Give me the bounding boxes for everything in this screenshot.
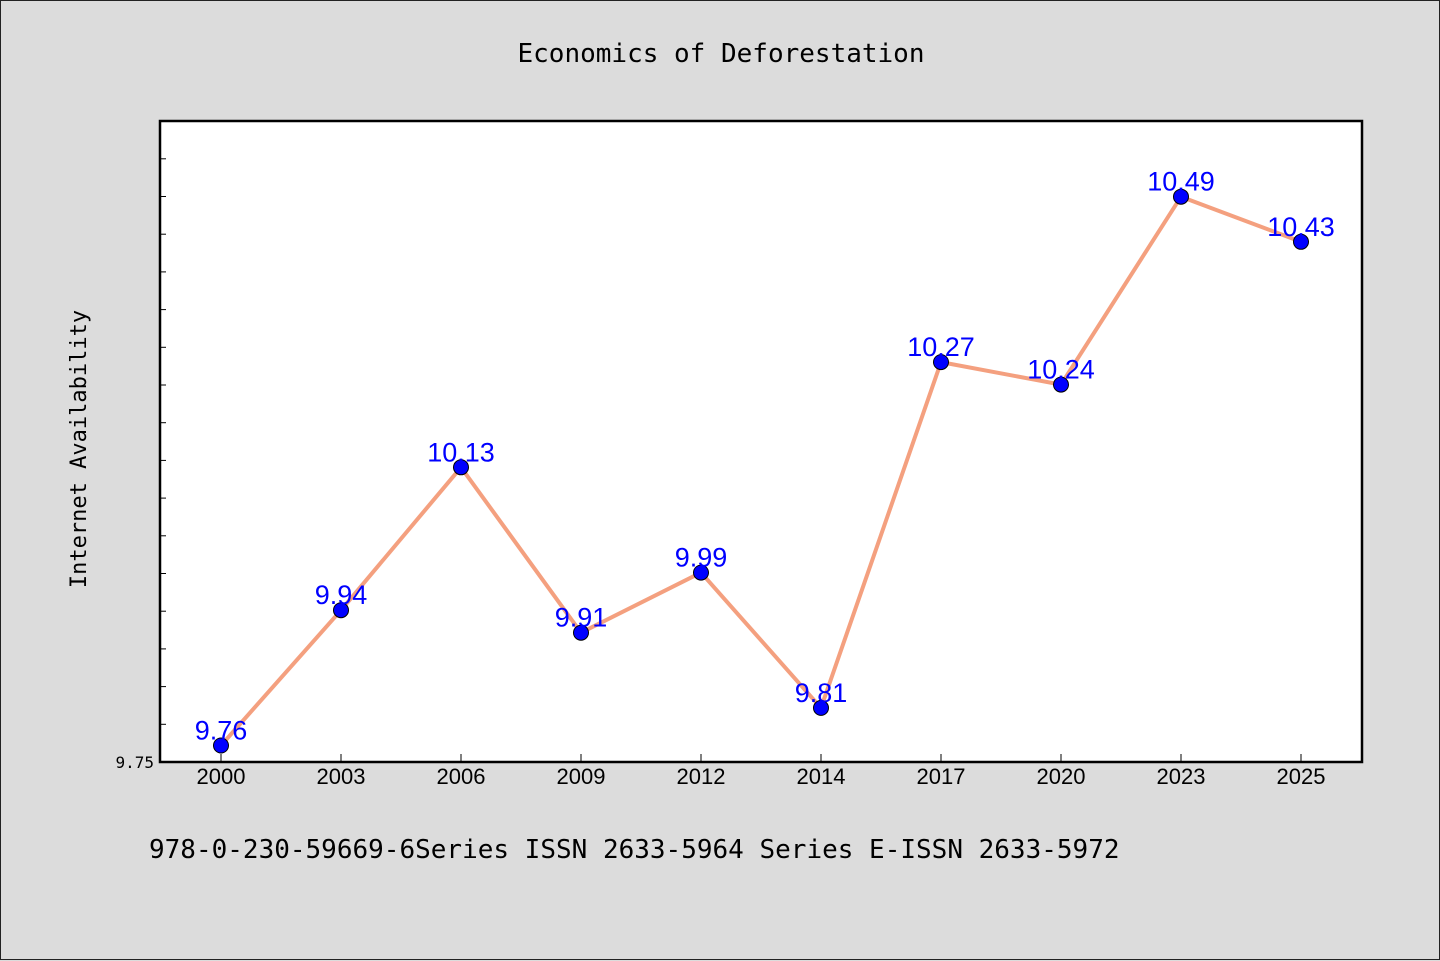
y-axis-label: Internet Availability [67, 310, 92, 588]
y-tick-label: 9.75 [115, 753, 154, 772]
data-point-marker [453, 459, 469, 476]
x-tick-label: 2025 [1277, 764, 1326, 789]
data-label: 10.43 [1267, 212, 1335, 242]
data-point-marker [1173, 188, 1189, 205]
data-label: 10.27 [907, 332, 975, 362]
data-point-marker [813, 699, 829, 716]
data-label: 9.76 [195, 716, 248, 746]
data-label: 9.81 [795, 678, 848, 708]
x-tick-label: 2003 [317, 764, 366, 789]
x-tick-label: 2006 [437, 764, 486, 789]
data-point-marker [1053, 376, 1069, 393]
x-tick-label: 2012 [677, 764, 726, 789]
x-tick-label: 2023 [1157, 764, 1206, 789]
x-tick-label: 2009 [557, 764, 606, 789]
data-point-marker [933, 354, 949, 371]
data-point-marker [1293, 233, 1309, 250]
x-axis-ticks: 2000 2003 2006 2009 2012 2014 2017 2020 2023 2025 [197, 754, 1326, 789]
series-group: 9.76 9.94 10.13 9.91 9.99 9.81 10.27 10.24 10.49… [195, 167, 1335, 754]
x-tick-label: 2017 [917, 764, 966, 789]
footer-identifier-text: 978-0-230-59669-6Series ISSN 2633-5964 S… [149, 835, 1120, 865]
data-point-marker [573, 624, 589, 641]
x-tick-label: 2020 [1037, 764, 1086, 789]
data-label: 10.24 [1027, 355, 1095, 385]
chart-title: Economics of Deforestation [518, 39, 925, 69]
plot-frame [158, 119, 1364, 764]
data-label: 9.94 [315, 580, 368, 610]
data-label: 10.49 [1147, 167, 1215, 197]
data-point-marker [333, 602, 349, 619]
data-label: 10.13 [427, 437, 495, 467]
data-point-marker [213, 737, 229, 754]
plot-area [160, 121, 1362, 762]
x-tick-label: 2014 [797, 764, 846, 789]
data-point-marker [693, 564, 709, 581]
x-tick-label: 2000 [197, 764, 246, 789]
data-label: 9.91 [555, 603, 608, 633]
data-label: 9.99 [675, 543, 728, 573]
series-line [219, 194, 1302, 747]
